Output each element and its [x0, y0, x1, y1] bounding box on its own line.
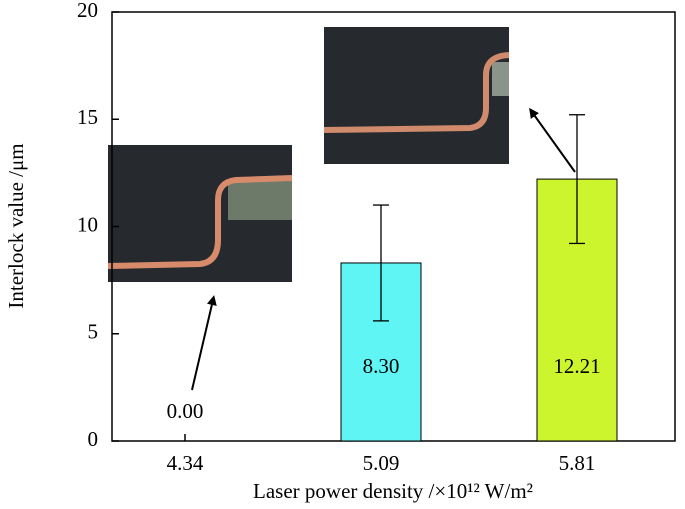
x-tick-label: 5.81: [559, 451, 596, 475]
y-tick-label: 5: [88, 320, 99, 344]
y-tick-label: 10: [77, 212, 98, 236]
y-axis-label: Interlock value /μm: [4, 143, 28, 308]
inset-photo-right: [323, 27, 510, 164]
value-label: 0.00: [167, 399, 204, 423]
value-label: 8.30: [363, 354, 400, 378]
arrow: [529, 107, 576, 173]
y-tick-label: 20: [77, 0, 98, 22]
error-bar: [373, 204, 389, 322]
inset-photo-left: [107, 145, 293, 282]
x-tick-label: 5.09: [363, 451, 400, 475]
value-label: 12.21: [553, 354, 600, 378]
x-axis-label: Laser power density /×10¹² W/m²: [253, 479, 533, 503]
y-tick-label: 15: [77, 105, 98, 129]
x-tick-label: 4.34: [167, 451, 204, 475]
arrow: [191, 295, 217, 391]
error-bar: [569, 114, 585, 245]
y-tick-label: 0: [88, 427, 99, 451]
